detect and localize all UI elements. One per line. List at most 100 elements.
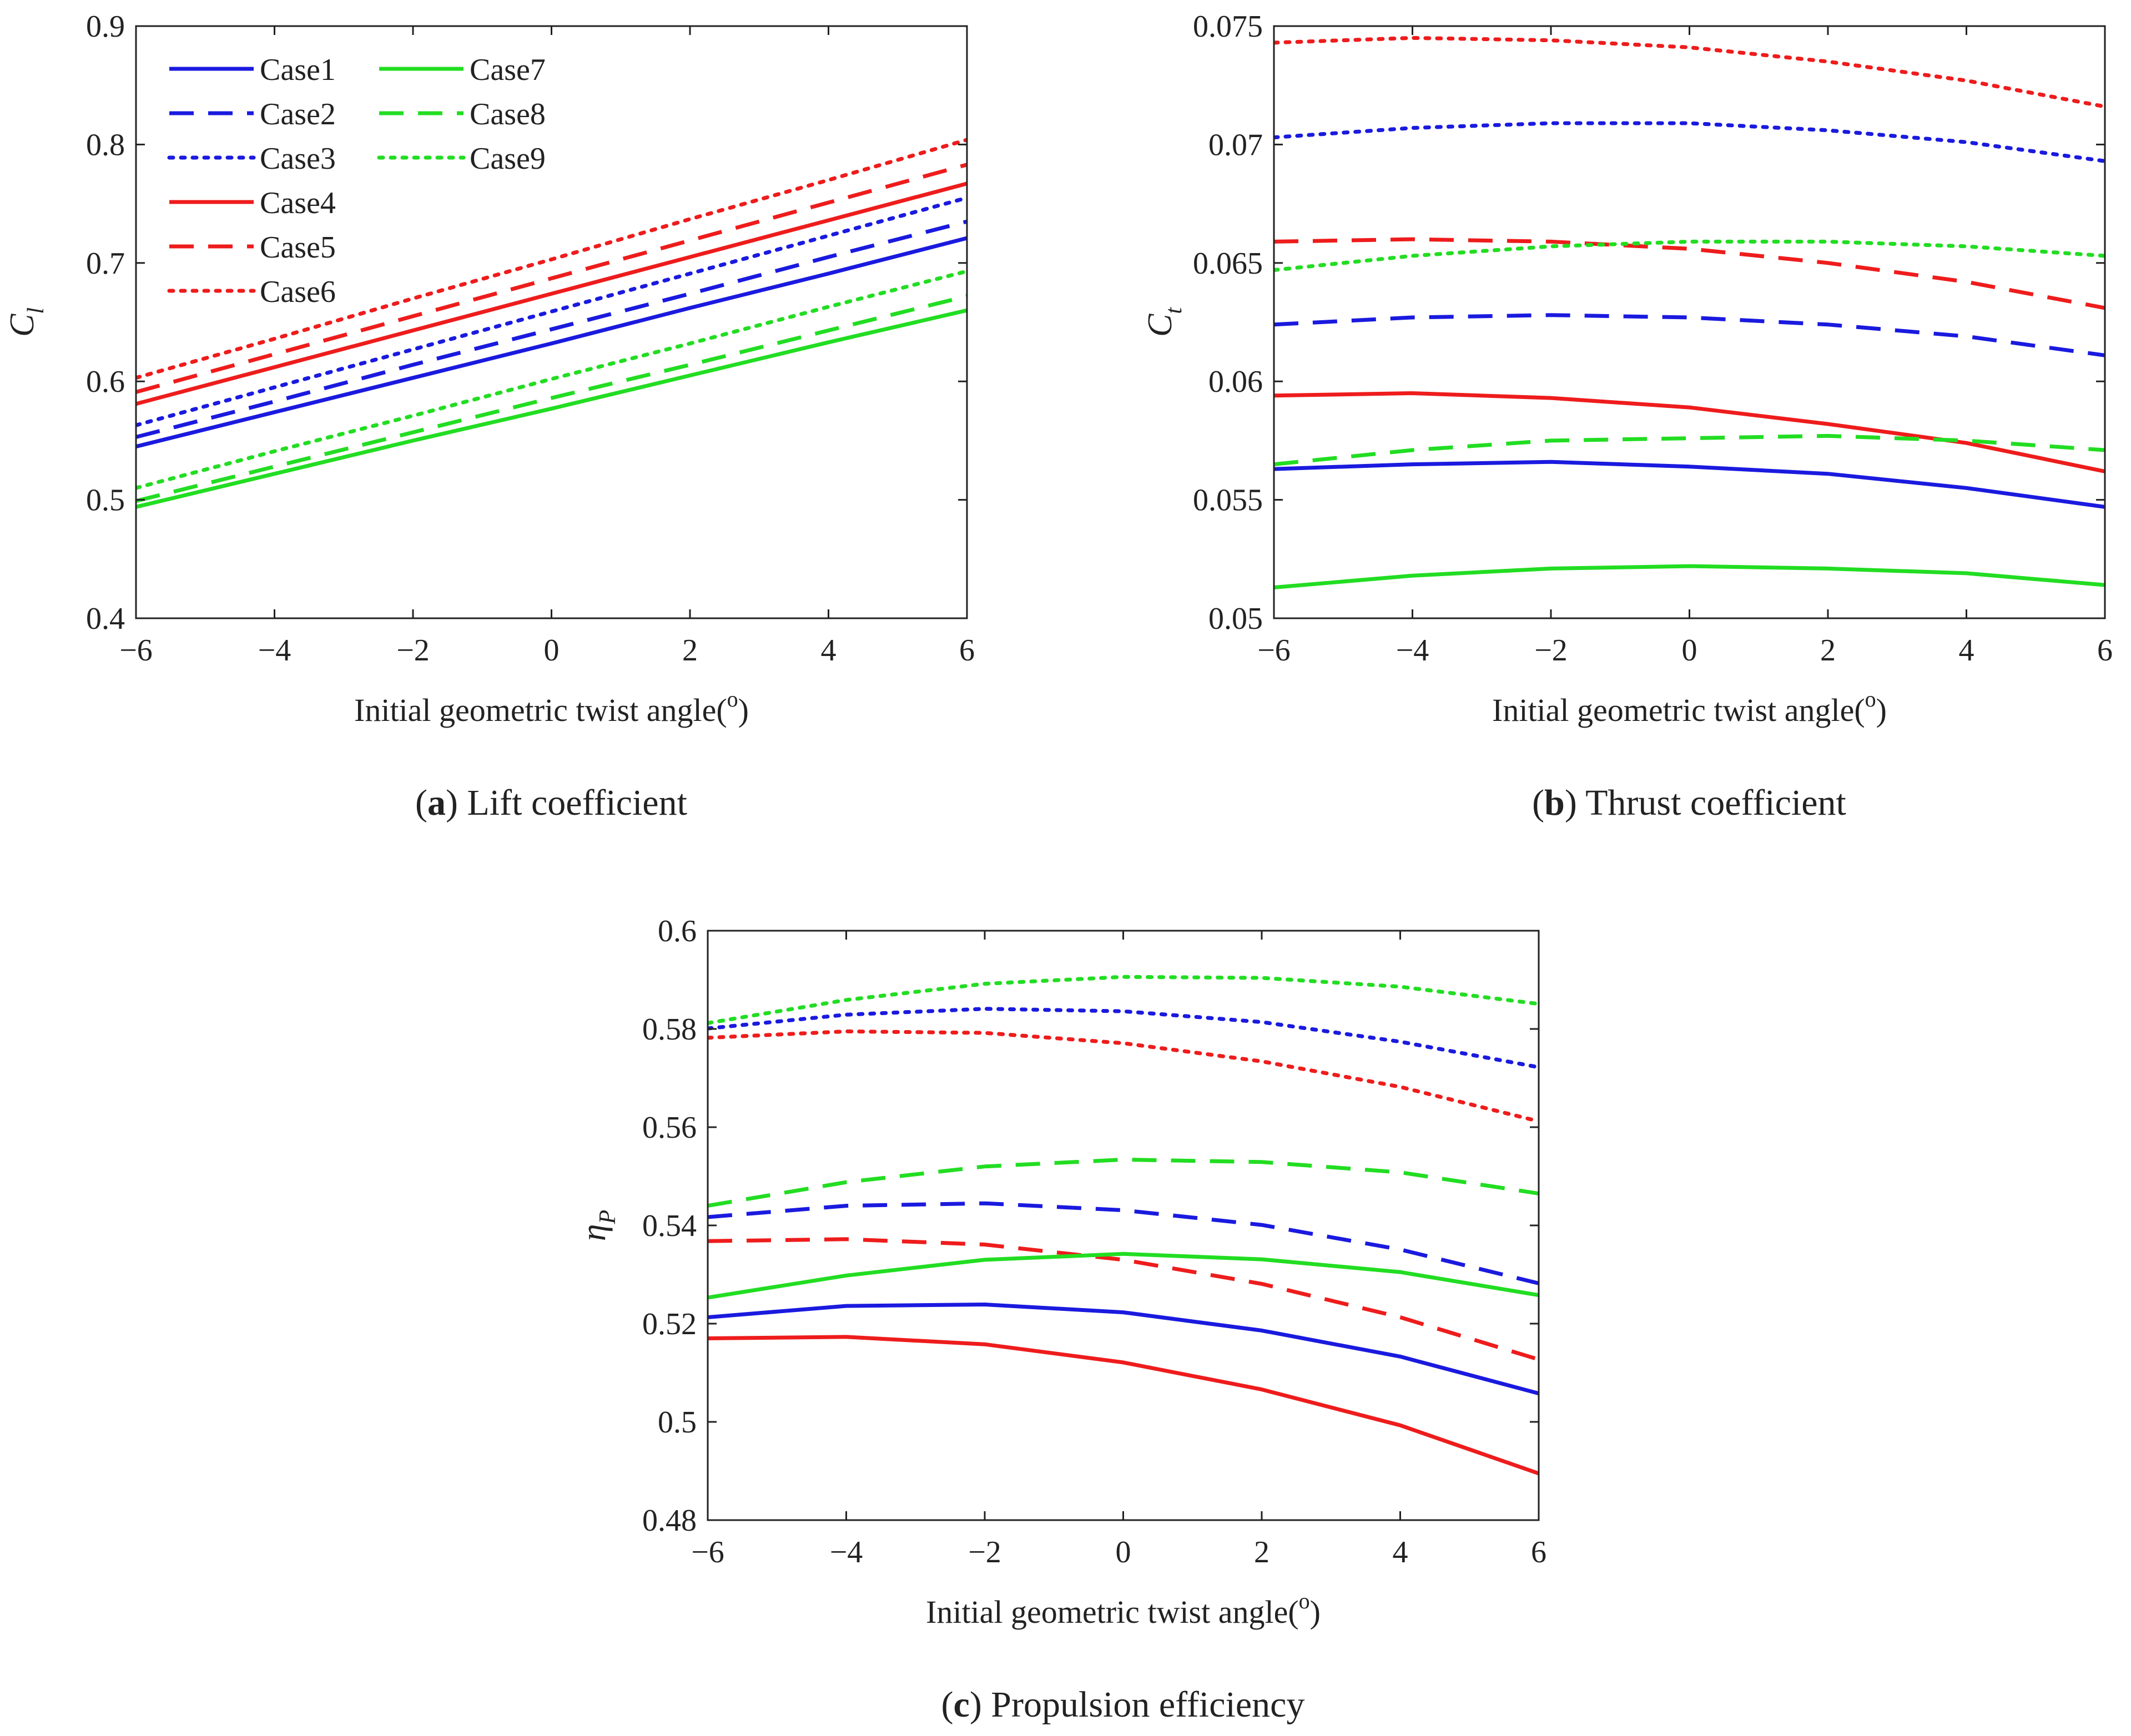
series-line-case5 [1274, 237, 2105, 310]
x-axis-label-main: Initial geometric twist angle( [926, 1594, 1299, 1630]
y-tick-label: 0.5 [86, 483, 125, 518]
y-tick-label: 0.07 [1208, 128, 1263, 162]
x-tick-label: 2 [1254, 1535, 1269, 1570]
x-tick-label: −6 [1257, 633, 1291, 668]
x-axis-label-degree: o [727, 687, 738, 711]
x-axis-label-close: ) [1876, 692, 1887, 728]
series-line-case9 [708, 975, 1539, 1025]
panel-caption: (a) Lift coefficient [415, 783, 687, 823]
legend-label: Case1 [260, 53, 336, 87]
legend-item-case2: Case2 [169, 97, 336, 132]
y-axis-label-main: C [1141, 314, 1179, 337]
y-tick-label: 0.56 [642, 1111, 697, 1145]
y-tick-label: 0.05 [1208, 602, 1263, 636]
y-tick-label: 0.055 [1193, 483, 1263, 518]
y-tick-label: 0.5 [658, 1405, 697, 1440]
y-tick-label: 0.7 [86, 246, 125, 281]
series-group [1274, 36, 2105, 589]
caption-text: Lift coefficient [467, 783, 687, 823]
series-line-case4 [136, 181, 967, 406]
y-axis-label: Ct [1141, 307, 1187, 337]
x-axis-label-close: ) [738, 692, 749, 728]
x-tick-label: −6 [691, 1535, 724, 1570]
x-tick-label: −2 [968, 1535, 1001, 1570]
y-axis-label: Cl [3, 307, 49, 337]
y-tick-label: 0.58 [642, 1012, 697, 1047]
x-axis-label-degree: o [1299, 1588, 1310, 1613]
legend-label: Case2 [260, 97, 336, 132]
x-tick-label: 2 [682, 633, 698, 668]
x-tick-label: −2 [396, 633, 430, 668]
legend-label: Case3 [260, 142, 336, 176]
chart-panel-a: −6 −4 −2 0 2 4 6 0.4 0.5 0.6 0.7 0.8 0.9 Initial geom… [3, 9, 975, 823]
x-tick-label: 6 [2097, 633, 2113, 668]
y-axis-label-main: C [3, 314, 41, 337]
y-tick-label: 0.52 [642, 1307, 697, 1341]
series-line-case2 [136, 219, 967, 439]
x-axis-label-main: Initial geometric twist angle( [354, 692, 727, 728]
series-line-case7 [1274, 564, 2105, 589]
series-line-case5 [708, 1237, 1539, 1361]
legend-item-case1: Case1 [169, 53, 336, 87]
legend-label: Case8 [470, 97, 546, 132]
series-line-case6 [1274, 36, 2105, 109]
legend-label: Case6 [260, 275, 336, 309]
legend-item-case9: Case9 [377, 142, 546, 176]
y-tick-label: 0.4 [86, 602, 125, 636]
series-line-case9 [1274, 239, 2105, 272]
series-group [708, 975, 1539, 1476]
caption-letter: b [1544, 783, 1565, 823]
series-line-case8 [136, 294, 967, 503]
y-tick-label: 0.8 [86, 128, 125, 162]
panel-caption: (c) Propulsion efficiency [941, 1684, 1305, 1725]
series-group [136, 138, 967, 509]
y-tick-label: 0.6 [86, 365, 125, 399]
series-line-case7 [708, 1251, 1539, 1300]
y-tick-label: 0.06 [1208, 365, 1263, 399]
x-tick-label: 4 [821, 633, 837, 668]
panel-caption: (b) Thrust coefficient [1532, 783, 1846, 823]
y-tick-label: 0.6 [658, 914, 697, 948]
series-line-case1 [1274, 460, 2105, 509]
y-tick-label: 0.065 [1193, 246, 1263, 281]
x-tick-label: −4 [258, 633, 291, 668]
series-line-case3 [708, 1007, 1539, 1069]
caption-text: Thrust coefficient [1585, 783, 1846, 823]
series-line-case4 [1274, 391, 2105, 473]
series-line-case4 [708, 1335, 1539, 1476]
y-tick-label: 0.48 [642, 1503, 697, 1538]
x-axis-label-degree: o [1865, 687, 1876, 711]
legend-item-case4: Case4 [169, 186, 336, 220]
x-tick-label: 2 [1820, 633, 1836, 668]
y-tick-label: 0.075 [1193, 9, 1263, 44]
series-line-case3 [1274, 121, 2105, 163]
legend-item-case6: Case6 [167, 275, 336, 309]
caption-text: Propulsion efficiency [991, 1684, 1304, 1725]
x-axis-label-main: Initial geometric twist angle( [1492, 692, 1865, 728]
x-axis-label: Initial geometric twist angle(o) [926, 1588, 1321, 1630]
caption-letter: c [954, 1684, 970, 1725]
y-axis-label: ηP [575, 1210, 621, 1241]
legend: Case1 Case2 Case3 Case4 Case5 Case6 Case7 Case8… [167, 53, 546, 309]
x-tick-label: 6 [959, 633, 975, 668]
series-line-case2 [708, 1201, 1539, 1285]
series-line-case8 [708, 1157, 1539, 1208]
x-tick-label: 4 [1959, 633, 1974, 668]
y-axis-label-sub: l [23, 307, 49, 314]
legend-label: Case9 [470, 142, 546, 176]
chart-panel-b: −6 −4 −2 0 2 4 6 0.05 0.055 0.06 0.065 0.07 0.075 Ini… [1141, 9, 2113, 823]
x-tick-label: −4 [830, 1535, 863, 1570]
series-line-case6 [708, 1029, 1539, 1123]
x-tick-label: −2 [1534, 633, 1568, 668]
series-line-case3 [136, 195, 967, 427]
series-line-case1 [136, 236, 967, 448]
legend-item-case7: Case7 [379, 53, 546, 87]
x-tick-label: 4 [1393, 1535, 1408, 1570]
y-tick-label: 0.54 [642, 1209, 697, 1243]
x-tick-label: 0 [1116, 1535, 1131, 1570]
y-axis-label-sub: P [595, 1210, 621, 1225]
series-line-case9 [136, 269, 967, 490]
legend-item-case8: Case8 [379, 97, 546, 132]
legend-item-case3: Case3 [167, 142, 336, 176]
